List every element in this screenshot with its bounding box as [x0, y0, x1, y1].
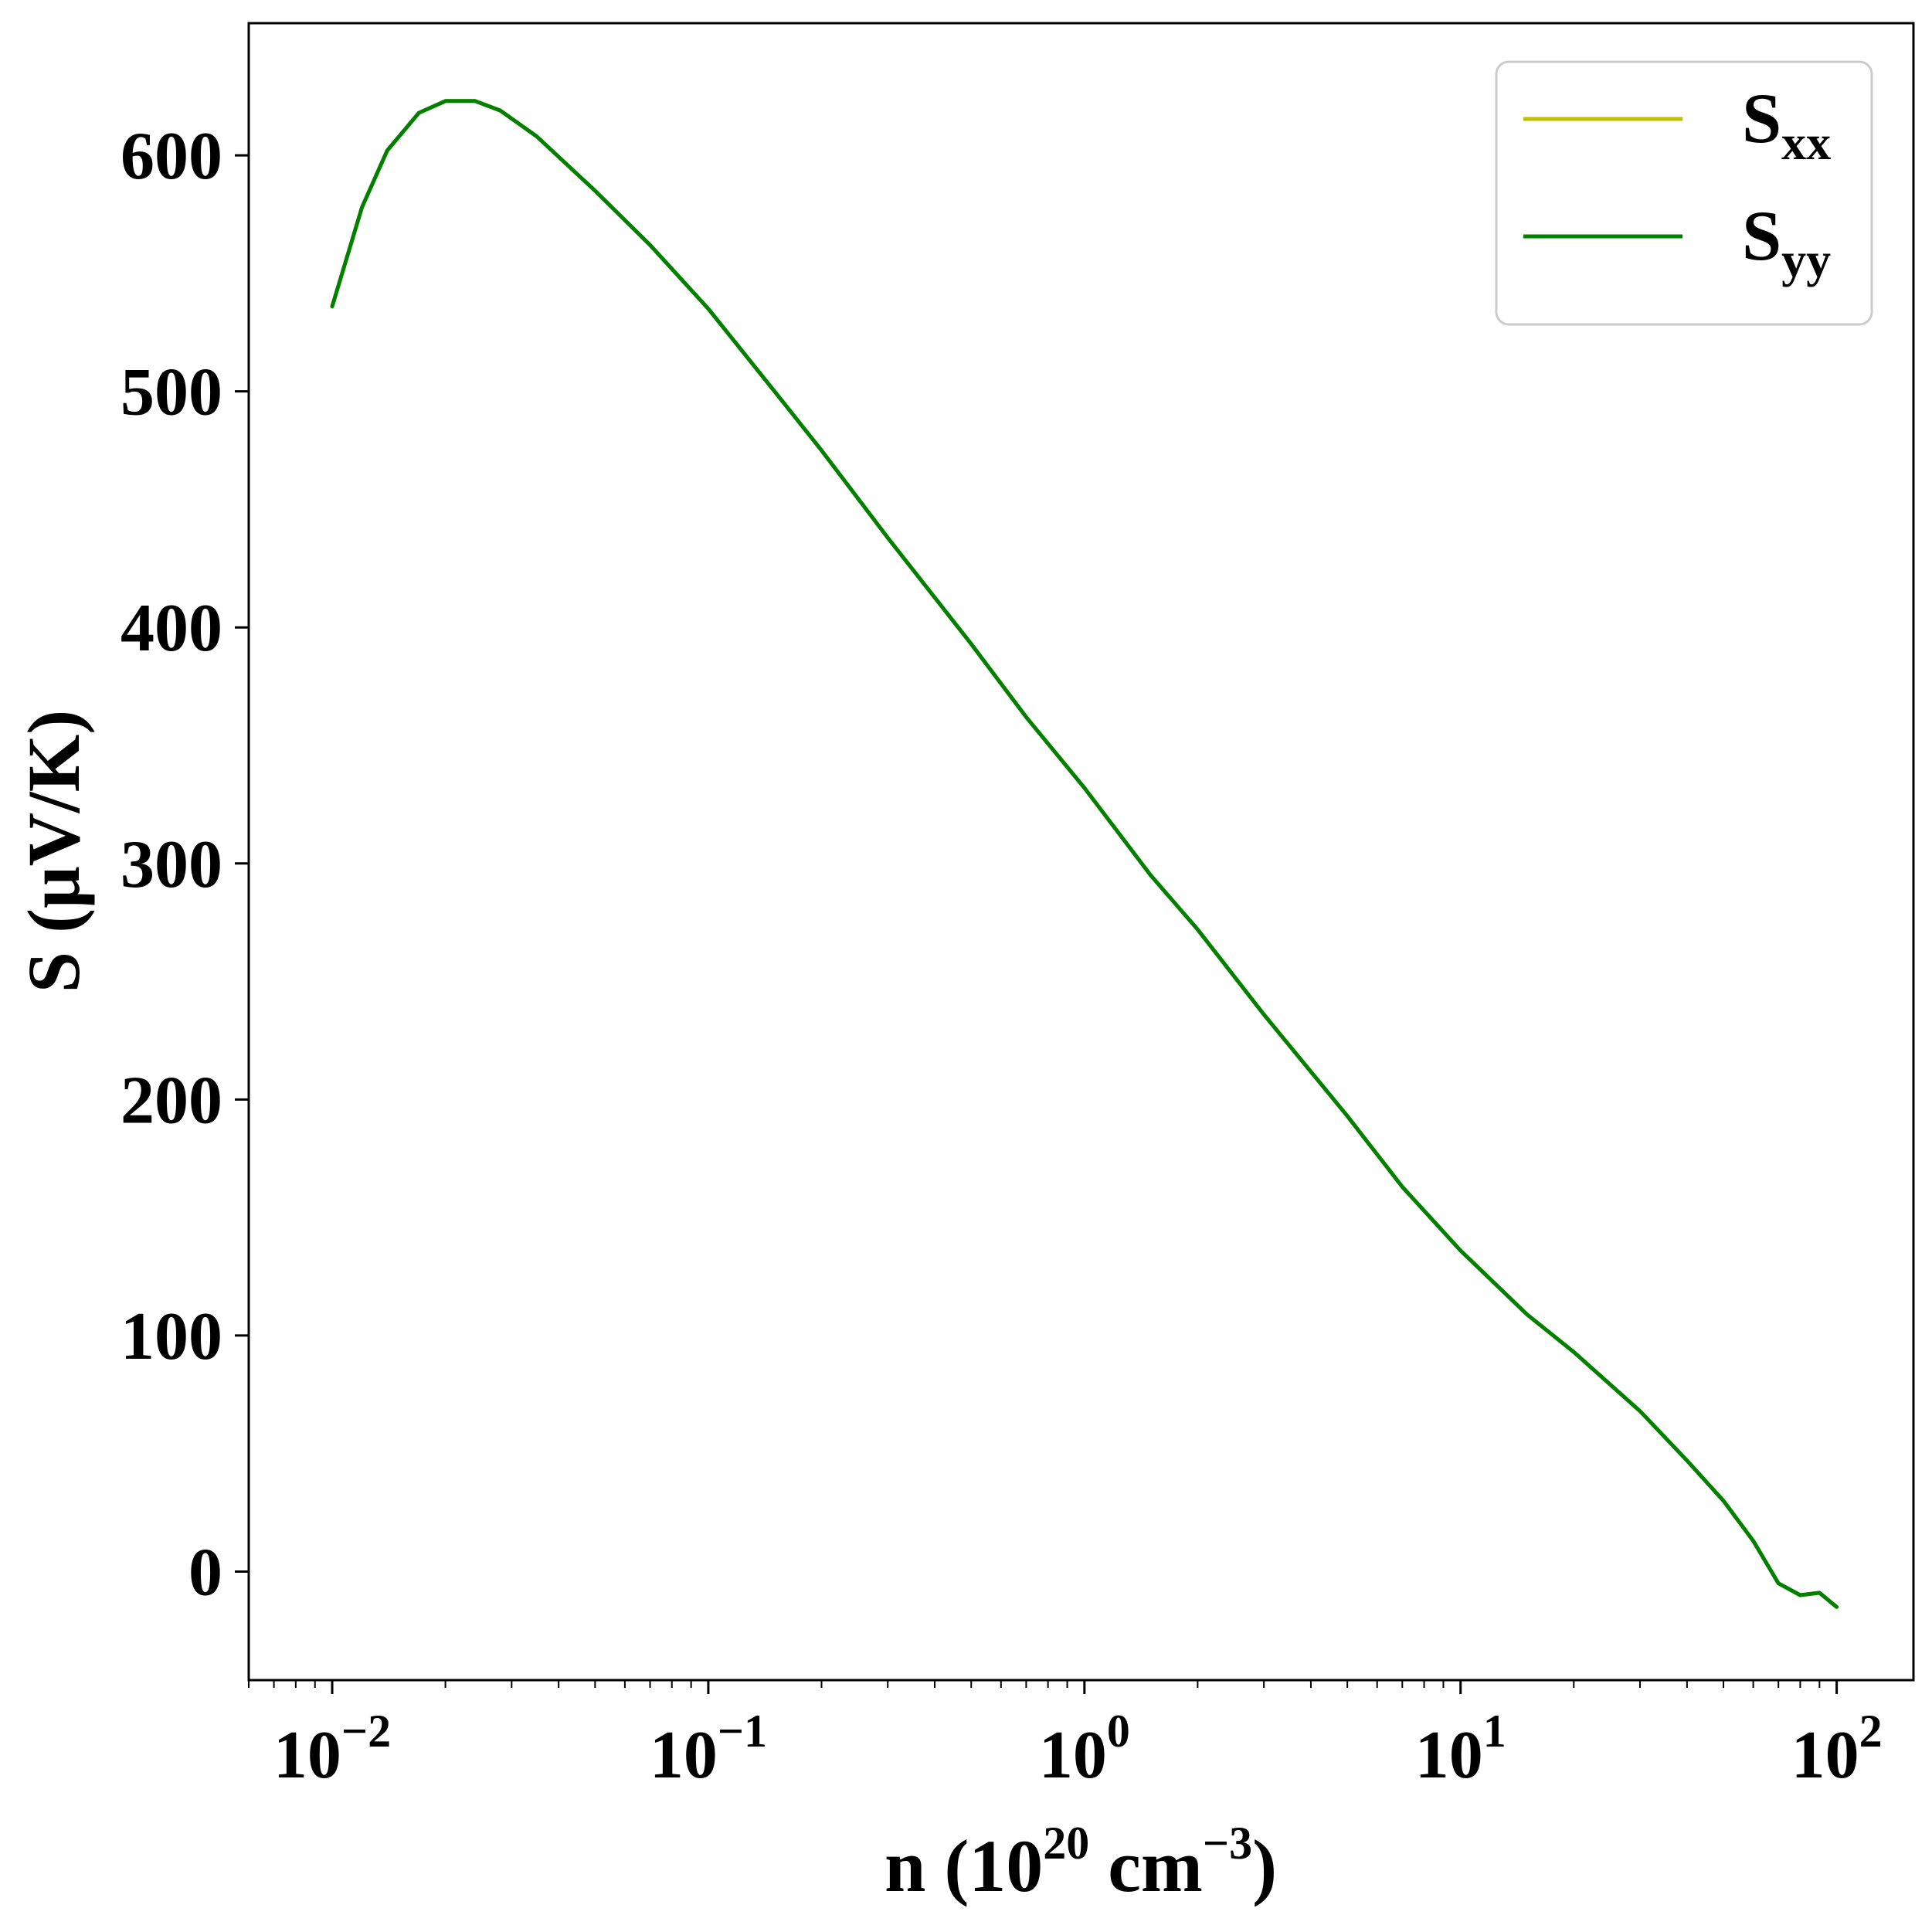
y-tick-label: 500: [121, 355, 222, 430]
y-tick-label: 600: [121, 119, 222, 194]
x-axis-label-exp2: −3: [1203, 1818, 1252, 1869]
x-tick-exp: 0: [1107, 1706, 1130, 1757]
legend-label-base: S: [1742, 79, 1781, 158]
x-axis-label-exp1: 20: [1043, 1818, 1089, 1869]
x-tick-exp: 1: [1483, 1706, 1506, 1757]
x-axis-label-mid: cm: [1089, 1825, 1203, 1907]
y-tick-label: 300: [121, 827, 222, 902]
x-tick-base: 10: [650, 1718, 718, 1793]
x-tick-exp: −2: [341, 1706, 391, 1757]
x-tick-base: 10: [1791, 1718, 1859, 1793]
x-axis: 10−2 10−1 100 101 102: [248, 1680, 1883, 1793]
legend-label-Sxx: Sxx: [1742, 79, 1831, 170]
x-tick-exp: 2: [1859, 1706, 1883, 1757]
x-tick-base: 10: [273, 1718, 341, 1793]
x-tick-label: 10−1: [650, 1706, 767, 1793]
y-axis: 0 100 200 300 400 500 600: [121, 119, 249, 1610]
y-tick-label: 200: [121, 1063, 222, 1138]
x-axis-label: n (1020 cm−3): [885, 1818, 1277, 1907]
y-axis-label: S (μV/K): [12, 710, 95, 993]
y-tick-label: 100: [121, 1299, 222, 1374]
x-tick-label: 100: [1039, 1706, 1130, 1793]
x-tick-label: 10−2: [273, 1706, 391, 1793]
x-tick-base: 10: [1415, 1718, 1483, 1793]
legend-frame: [1495, 60, 1873, 326]
x-tick-exp: −1: [718, 1706, 767, 1757]
x-axis-label-base: n (10: [885, 1825, 1043, 1907]
legend-label-Syy: Syy: [1742, 196, 1831, 287]
plot-frame: [247, 22, 1915, 1682]
legend-label-subscript: yy: [1781, 233, 1831, 287]
y-tick-label: 0: [188, 1535, 222, 1610]
y-tick-label: 400: [121, 591, 222, 666]
x-tick-base: 10: [1039, 1718, 1107, 1793]
series-layer: [330, 99, 1839, 1609]
series-line-Syy: [330, 99, 1839, 1609]
x-axis-label-tail: ): [1252, 1825, 1277, 1907]
legend-label-subscript: xx: [1781, 115, 1831, 170]
legend-label-base: S: [1742, 196, 1781, 275]
x-tick-label: 102: [1791, 1706, 1883, 1793]
x-tick-label: 101: [1415, 1706, 1506, 1793]
